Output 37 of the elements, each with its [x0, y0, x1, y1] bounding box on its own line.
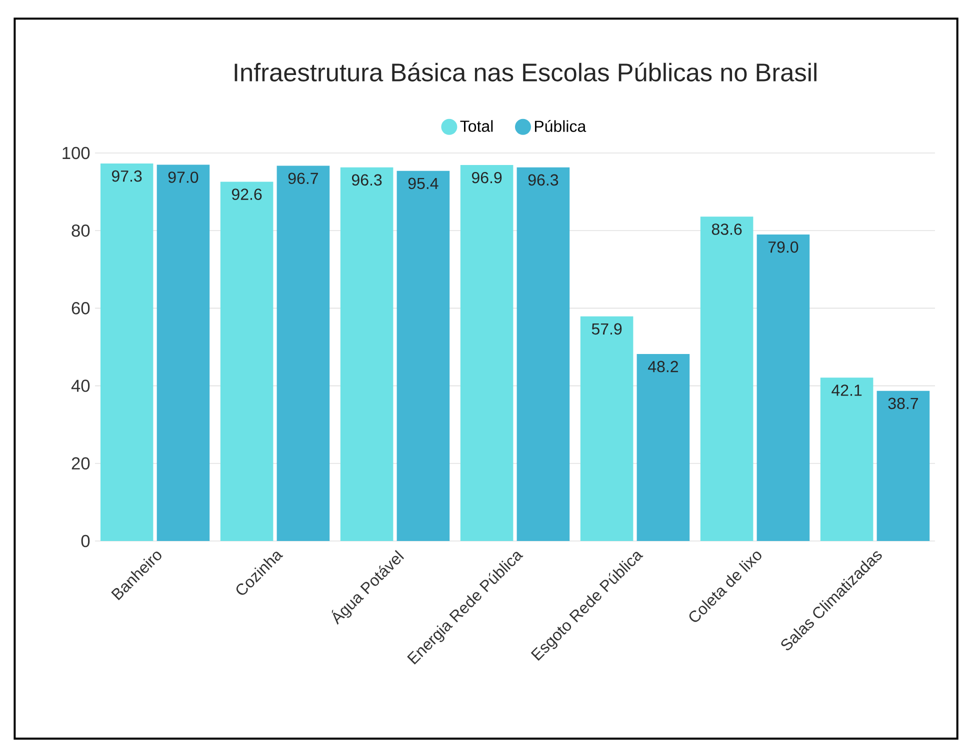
- bar: [820, 378, 874, 541]
- y-tick-label: 60: [72, 302, 90, 314]
- bar: [580, 316, 634, 541]
- data-label: 79.0: [768, 241, 798, 253]
- bar: [700, 216, 754, 541]
- data-label: 92.6: [232, 188, 262, 200]
- y-tick-label: 20: [72, 457, 90, 470]
- bar: [756, 234, 810, 541]
- data-label: 96.3: [528, 174, 558, 186]
- bar: [220, 182, 274, 541]
- bar: [396, 170, 450, 541]
- data-label: 48.2: [648, 360, 678, 372]
- data-label: 97.3: [112, 170, 142, 182]
- y-tick-label: 40: [71, 380, 90, 392]
- data-label: 42.1: [832, 384, 862, 396]
- bar: [460, 165, 514, 541]
- chart-title: Infraestrutura Básica nas Escolas Públicas no Brasil: [234, 62, 816, 82]
- y-tick-label: 80: [72, 224, 90, 237]
- data-label: 57.9: [592, 323, 622, 335]
- y-tick-label: 100: [62, 146, 90, 160]
- bar: [340, 167, 394, 541]
- y-tick-label: 0: [81, 534, 90, 548]
- bar: [156, 164, 210, 541]
- bar: [876, 390, 930, 541]
- bar: [516, 167, 570, 541]
- legend-label: Total: [460, 120, 493, 132]
- legend-label: Pública: [534, 120, 586, 132]
- data-label: 95.4: [408, 178, 438, 190]
- data-label: 96.9: [472, 172, 502, 184]
- bar: [636, 354, 690, 541]
- bar: [100, 163, 154, 541]
- data-label: 83.6: [712, 224, 742, 235]
- bar: [276, 166, 330, 541]
- data-label: 97.0: [168, 172, 198, 183]
- data-label: 96.3: [352, 174, 382, 186]
- data-label: 38.7: [888, 398, 918, 410]
- data-label: 96.7: [288, 172, 318, 184]
